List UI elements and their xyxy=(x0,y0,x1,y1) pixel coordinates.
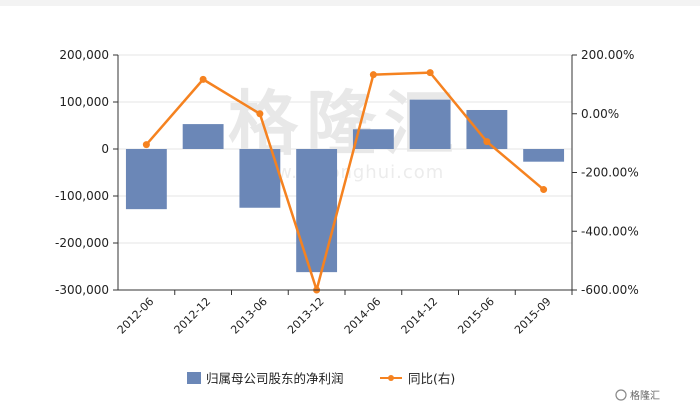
legend-line-label[interactable]: 同比(右) xyxy=(408,371,455,386)
bar xyxy=(409,99,451,149)
brand-mark: 格隆汇 xyxy=(615,389,660,402)
brand-label: 格隆汇 xyxy=(630,389,660,402)
left-tick-label: -100,000 xyxy=(55,189,109,203)
line-point xyxy=(199,75,207,83)
legend-bar-label[interactable]: 归属母公司股东的净利润 xyxy=(206,371,344,386)
bar xyxy=(523,149,565,162)
right-tick-label: -400.00% xyxy=(581,224,639,238)
x-tick-label: 2013-12 xyxy=(285,295,327,337)
right-tick-label: 200.00% xyxy=(581,48,634,62)
line-point xyxy=(369,71,377,79)
line-layer xyxy=(142,69,548,294)
right-axis-ticks: 200.00% 0.00% -200.00% -400.00% -600.00% xyxy=(572,48,639,297)
line-point xyxy=(483,138,491,146)
line-point xyxy=(142,141,150,149)
bars-layer xyxy=(125,99,565,273)
bar xyxy=(296,149,338,273)
x-tick-label: 2012-06 xyxy=(115,295,157,337)
watermark-url: www.gelonghui.com xyxy=(246,162,445,183)
x-tick-label: 2015-09 xyxy=(512,295,554,337)
bar xyxy=(182,124,224,149)
legend-line-marker[interactable] xyxy=(388,375,394,381)
top-rule xyxy=(0,0,700,6)
line-point xyxy=(426,69,434,77)
right-tick-label: -600.00% xyxy=(581,283,639,297)
right-tick-label: -200.00% xyxy=(581,166,639,180)
right-tick-label: 0.00% xyxy=(581,107,619,121)
line-point xyxy=(256,110,264,118)
bar xyxy=(352,129,394,149)
x-tick-label: 2015-06 xyxy=(455,295,497,337)
brand-logo-icon xyxy=(615,389,627,401)
left-tick-label: 100,000 xyxy=(59,95,109,109)
x-tick-label: 2012-12 xyxy=(172,295,214,337)
bar xyxy=(125,149,167,210)
left-tick-label: 0 xyxy=(101,142,109,156)
left-axis-ticks: 200,000 100,000 0 -100,000 -200,000 -300,000 xyxy=(55,48,118,297)
legend-bar-swatch[interactable] xyxy=(187,372,201,384)
left-tick-label: -300,000 xyxy=(55,283,109,297)
x-tick-label: 2014-06 xyxy=(342,295,384,337)
line-series-path xyxy=(145,71,545,292)
line-point xyxy=(540,186,548,194)
x-tick-label: 2014-12 xyxy=(399,295,441,337)
x-tick-label: 2013-06 xyxy=(228,295,270,337)
legend: 归属母公司股东的净利润 同比(右) xyxy=(187,371,455,386)
left-tick-label: 200,000 xyxy=(59,48,109,62)
left-tick-label: -200,000 xyxy=(55,236,109,250)
category-labels: 2012-06 2012-12 2013-06 2013-12 2014-06 2014-… xyxy=(115,290,573,337)
